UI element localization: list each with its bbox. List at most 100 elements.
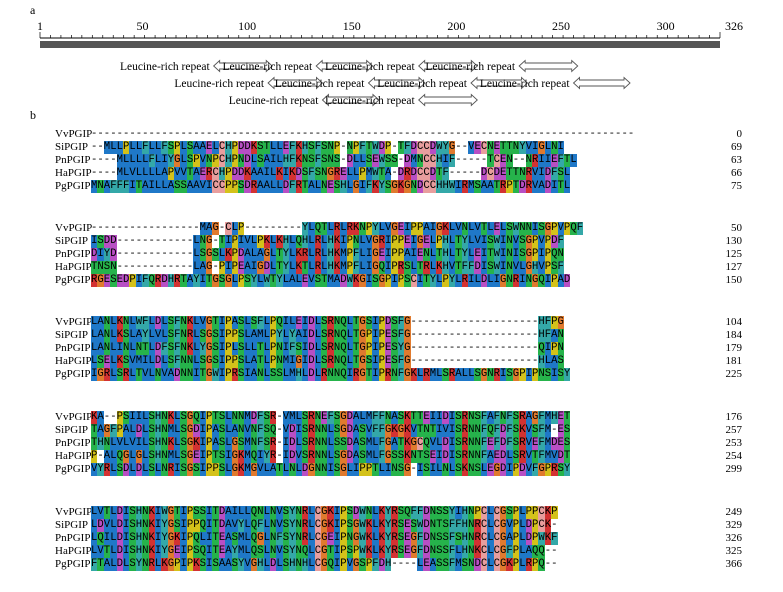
leucine-rich-repeat-arrow	[470, 76, 529, 90]
sequence-residues: LVTLDISHNKIWGTIPSSITDAILLQNLNVSYNRLCGKIP…	[91, 506, 558, 519]
sequence-position-number: 325	[725, 545, 743, 557]
sequence-position-number: 50	[731, 222, 742, 234]
sequence-residues: LANLKNLWFLDLSFNKLVGTIPASLSFLPQILEIDLSRNQ…	[91, 316, 564, 329]
leucine-rich-repeat-label: Leucine-rich repeat	[222, 61, 313, 73]
leucine-rich-repeat-arrow	[212, 59, 273, 73]
sequence-name: VvPGIP	[55, 506, 93, 518]
sequence-residues: MNAFFFITAILLASSAAVICCPPSDRAALLDFRTALNESH…	[91, 180, 571, 193]
sequence-position-number: 176	[725, 411, 743, 423]
panel-a-label: a	[30, 3, 36, 17]
sequence-position-number: 125	[725, 248, 743, 260]
sequence-name: PgPGIP	[55, 463, 91, 475]
sequence-name: HaPGIP	[55, 355, 92, 367]
sequence-position-number: 299	[725, 463, 743, 475]
sequence-position-number: 326	[725, 532, 743, 544]
leucine-rich-repeat-arrow	[321, 93, 380, 107]
sequence-name: HaPGIP	[55, 545, 92, 557]
sequence-residues: IGRLSRLTVLNVADNNITGWIPRSIANLSSLMHLDLRNNQ…	[91, 368, 571, 381]
sequence-residues: LDVLDISHNKIYGSIPPQITDAVYLQFLNVSYNRLCGKIP…	[91, 519, 558, 532]
sequence-position-number: 104	[725, 316, 743, 328]
sequence-residues: P-ALQGLGLSHNMLSGEIPTSIGKMQIYR-IDVSRNNLSG…	[91, 450, 571, 463]
leucine-rich-repeat-arrow	[267, 76, 324, 90]
ruler-tick-label: 100	[238, 19, 256, 33]
sequence-position-number: 179	[725, 342, 743, 354]
ruler-tick-label: 150	[343, 19, 361, 33]
sequence-residues: LSELKSVMILDLSFNNLSGSIPPSLATLPNMIGIDLSRNQ…	[91, 355, 564, 368]
sequence-position-number: 127	[725, 261, 743, 273]
sequence-name: VvPGIP	[55, 128, 93, 140]
sequence-residues: LQILDISHNKIYGKIPQLITEASMLQGLNFSYNRLCGEIP…	[91, 532, 558, 545]
leucine-rich-repeat-label: Leucine-rich repeat	[275, 78, 366, 90]
leucine-rich-repeat-label: Leucine-rich repeat	[480, 78, 571, 90]
ruler-tick-label: 250	[552, 19, 570, 33]
sequence-name: PnPGIP	[55, 154, 91, 166]
sequence-name: PgPGIP	[55, 274, 91, 286]
sequence-name: HaPGIP	[55, 261, 92, 273]
leucine-rich-repeat-label: Leucine-rich repeat	[377, 78, 468, 90]
sequence-name: HaPGIP	[55, 450, 92, 462]
sequence-position-number: 253	[725, 437, 743, 449]
sequence-name: PgPGIP	[55, 368, 91, 380]
ruler-tick-label: 1	[37, 19, 43, 33]
sequence-position-number: 225	[725, 368, 743, 380]
sequence-position-number: 184	[725, 329, 743, 341]
sequence-name: PgPGIP	[55, 180, 91, 192]
sequence-position-number: 63	[731, 154, 742, 166]
leucine-rich-repeat-label: Leucine-rich repeat	[174, 78, 265, 90]
sequence-name: SiPGIP	[55, 329, 89, 341]
sequence-residues: -----------------MAG-CLP---------YLQTLRL…	[91, 222, 584, 235]
sequence-residues: VYRLSDLDLSLNRISGSIPPSLGKMGVLATLNLDGNNISG…	[91, 463, 571, 476]
sequence-name: PnPGIP	[55, 437, 91, 449]
panel-b-label: b	[30, 108, 36, 122]
sequence-position-number: 66	[731, 167, 742, 179]
sequence-residues: --MLLPLLFLLFSPLSAAELCHPDDKSTLLEFKHSFSNP-…	[91, 141, 564, 154]
ruler-tick-label: 50	[137, 19, 149, 33]
sequence-name: PnPGIP	[55, 532, 91, 544]
sequence-residues: ----------------------------------------…	[91, 128, 635, 140]
ruler-tick-label: 200	[447, 19, 465, 33]
sequence-name: PgPGIP	[55, 558, 91, 570]
sequence-position-number: 0	[736, 128, 743, 140]
sequence-residues: LANLINLNTLDFSFNKLYGSIPLSLLTLPNIFSIDLSRNQ…	[91, 342, 564, 355]
sequence-position-number: 254	[725, 450, 743, 462]
ruler-tick-label: 326	[725, 19, 743, 33]
leucine-rich-repeat-arrow	[418, 93, 478, 107]
leucine-rich-repeat-arrow	[367, 76, 426, 90]
sequence-name: SiPGIP	[55, 424, 89, 436]
leucine-rich-repeat-arrow	[518, 59, 579, 73]
sequence-residues: LVTLDISHNKIYGEIPSQITEAYMLQSLNVSYNQLCGTIP…	[91, 545, 558, 558]
sequence-residues: RGESEDPIFQRDHRTAYITGSGLPSYLWTYLALEVSTMAD…	[91, 274, 571, 287]
sequence-position-number: 329	[725, 519, 743, 531]
sequence-position-number: 150	[725, 274, 743, 286]
sequence-residues: KA--PSIILSHNKLSGQIPTSLNNMDFSR-VMLSRNEFSG…	[91, 411, 571, 424]
sequence-position-number: 366	[725, 558, 743, 570]
sequence-name: VvPGIP	[55, 222, 93, 234]
sequence-position-number: 69	[731, 141, 742, 153]
leucine-rich-repeat-arrow	[572, 76, 631, 90]
sequence-residues: ISDD------------LNG-TIPIVLPKLKHLQHLRLHKI…	[91, 235, 564, 248]
sequence-position-number: 75	[731, 180, 742, 192]
leucine-rich-repeat-label: Leucine-rich repeat	[425, 61, 516, 73]
sequence-residues: LANLKSLAYLVLSFNRLSGSIPPSLAMLPYLYAIDLSRNQ…	[91, 329, 564, 342]
leucine-rich-repeat-arrow	[418, 59, 478, 73]
sequence-residues: TAGFPALDLSHNMLSGDIPASLANVNFSQ-VDISRNNLSG…	[91, 424, 571, 437]
sequence-residues: FTALDLSYNRLKGPIPKSISAASYVGHLDLSHNHLCGQIP…	[91, 558, 558, 571]
sequence-residues: TNSN------------LAG-PIPEAIGDLTYLKTLRLHKM…	[91, 261, 564, 274]
sequence-position-number: 130	[725, 235, 743, 247]
sequence-residues: ----MLVLLLLAPVVTAERCHPDDKAAILKIKDSFSNGRE…	[91, 167, 571, 180]
protein-bar	[40, 41, 720, 48]
leucine-rich-repeat-label: Leucine-rich repeat	[325, 95, 416, 107]
leucine-rich-repeat-label: Leucine-rich repeat	[120, 61, 211, 73]
sequence-residues: THNLVLVILSHNKLSGKIPASLGSMNFSR-IDLSRNNLSS…	[91, 437, 571, 450]
sequence-position-number: 249	[725, 506, 743, 518]
sequence-name: SiPGIP	[55, 519, 89, 531]
sequence-name: HaPGIP	[55, 167, 92, 179]
sequence-name: VvPGIP	[55, 316, 93, 328]
leucine-rich-repeat-label: Leucine-rich repeat	[325, 61, 416, 73]
sequence-name: PnPGIP	[55, 248, 91, 260]
sequence-name: SiPGIP	[55, 235, 89, 247]
leucine-rich-repeat-label: Leucine-rich repeat	[229, 95, 320, 107]
sequence-residues: ----MLLLLFLIYGLSPVNPCHPNDLSAILHFKNSFSNS-…	[91, 154, 577, 167]
sequence-name: SiPGIP	[55, 141, 89, 153]
